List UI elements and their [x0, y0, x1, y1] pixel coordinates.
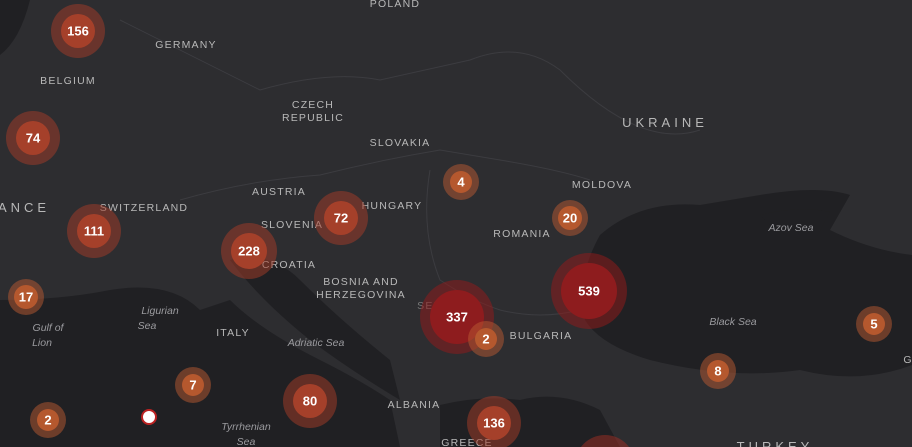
cluster-core [16, 121, 50, 155]
country-label: GERMANY [155, 39, 217, 51]
country-label: BULGARIA [510, 330, 573, 342]
cluster-core [561, 263, 617, 319]
cluster[interactable]: 228 [221, 223, 277, 279]
label-line: Sea [237, 436, 256, 447]
country-label: HUNGARY [362, 200, 423, 212]
cluster-core [324, 201, 358, 235]
sea-label: Black Sea [709, 316, 756, 328]
label-line: CZECH [292, 99, 334, 111]
cluster-count: 20 [563, 211, 577, 226]
cluster[interactable]: 111 [67, 204, 121, 258]
cluster-count: 156 [67, 24, 89, 39]
cluster-core [450, 171, 472, 193]
cluster-count: 5 [870, 317, 877, 332]
label-line: Gulf of [33, 322, 65, 334]
country-label: ITALY [216, 327, 250, 339]
country-label: CZECH REPUBLIC [282, 99, 344, 124]
label-line: Sea [138, 320, 157, 332]
country-label: CROATIA [262, 259, 316, 271]
country-label: UKRAINE [622, 115, 708, 130]
country-label: BELGIUM [40, 75, 96, 87]
cluster[interactable]: 7 [175, 367, 211, 403]
label-line: Tyrrhenian [221, 421, 271, 433]
cluster-core [293, 384, 327, 418]
country-label: POLAND [370, 0, 420, 10]
label-line: HERZEGOVINA [316, 289, 406, 301]
cluster[interactable]: 80 [283, 374, 337, 428]
cluster[interactable]: 17 [8, 279, 44, 315]
cluster-count: 80 [303, 394, 317, 409]
cluster[interactable]: 539 [551, 253, 627, 329]
cluster-count: 136 [483, 416, 505, 431]
cluster[interactable]: 72 [314, 191, 368, 245]
cluster[interactable]: 136 [467, 396, 521, 447]
cluster[interactable]: 4 [443, 164, 479, 200]
country-label: G [903, 354, 912, 366]
label-line: Lion [32, 337, 52, 349]
cluster-core [231, 233, 267, 269]
cluster-core [182, 374, 204, 396]
sea-label: Ligurian Sea [138, 305, 179, 332]
border [119, 19, 701, 135]
label-line: BOSNIA AND [323, 276, 399, 288]
sea-label: Gulf of Lion [32, 322, 64, 349]
location-marker[interactable] [141, 409, 157, 425]
country-label: GREECE [441, 437, 493, 447]
cluster-core [863, 313, 885, 335]
azov-sea [760, 209, 830, 240]
sea-label: Tyrrhenian Sea [221, 421, 271, 447]
label-line: REPUBLIC [282, 112, 344, 124]
sea-label: Azov Sea [768, 222, 814, 234]
cluster-core [14, 285, 38, 309]
cluster[interactable]: 2 [30, 402, 66, 438]
country-label: BOSNIA AND HERZEGOVINA [316, 276, 406, 301]
cluster[interactable]: 8 [700, 353, 736, 389]
adriatic [230, 257, 400, 400]
country-label: ANCE [0, 200, 50, 215]
label-line: Ligurian [141, 305, 179, 317]
country-label: SLOVAKIA [370, 137, 431, 149]
cluster-core [77, 214, 111, 248]
country-label: AUSTRIA [252, 186, 306, 198]
border [179, 149, 591, 201]
cluster-count: 8 [714, 364, 721, 379]
country-label: TURKEY [737, 439, 814, 447]
country-label: ALBANIA [388, 399, 441, 411]
cluster-count: 539 [578, 284, 600, 299]
cluster-count: 111 [84, 224, 104, 239]
sea-label: Adriatic Sea [287, 337, 345, 349]
cluster-halo [581, 435, 629, 447]
cluster[interactable]: 74 [6, 111, 60, 165]
cluster-core [707, 360, 729, 382]
country-label: MOLDOVA [572, 179, 632, 191]
black-sea [582, 190, 912, 377]
cluster-count: 17 [19, 290, 33, 305]
cluster-count: 2 [44, 413, 51, 428]
sea-labels: Azov Sea Ligurian Sea Gulf of Lion Adriati… [32, 222, 814, 447]
cluster-core [558, 206, 582, 230]
cluster[interactable]: 2 [468, 321, 504, 357]
cluster-count: 7 [189, 378, 196, 393]
cluster-core [475, 328, 497, 350]
cluster-count: 337 [446, 310, 468, 325]
cluster-count: 228 [238, 244, 260, 259]
country-label: SLOVENIA [261, 219, 323, 231]
cluster-count: 4 [457, 175, 465, 190]
country-label: ROMANIA [493, 228, 550, 240]
cluster[interactable]: 156 [51, 4, 105, 58]
clusters: 156 74 111 228 72 4 20 539 337 2 17 7 80… [6, 4, 892, 447]
sea [0, 0, 30, 55]
country-label: SWITZERLAND [100, 202, 188, 214]
cluster-core [477, 406, 511, 440]
cluster-core [61, 14, 95, 48]
cluster-core [37, 409, 59, 431]
cluster-count: 72 [334, 211, 348, 226]
cluster[interactable]: 20 [552, 200, 588, 236]
cluster-count: 2 [482, 332, 489, 347]
cluster[interactable]: 5 [856, 306, 892, 342]
cluster-count: 74 [26, 131, 41, 146]
